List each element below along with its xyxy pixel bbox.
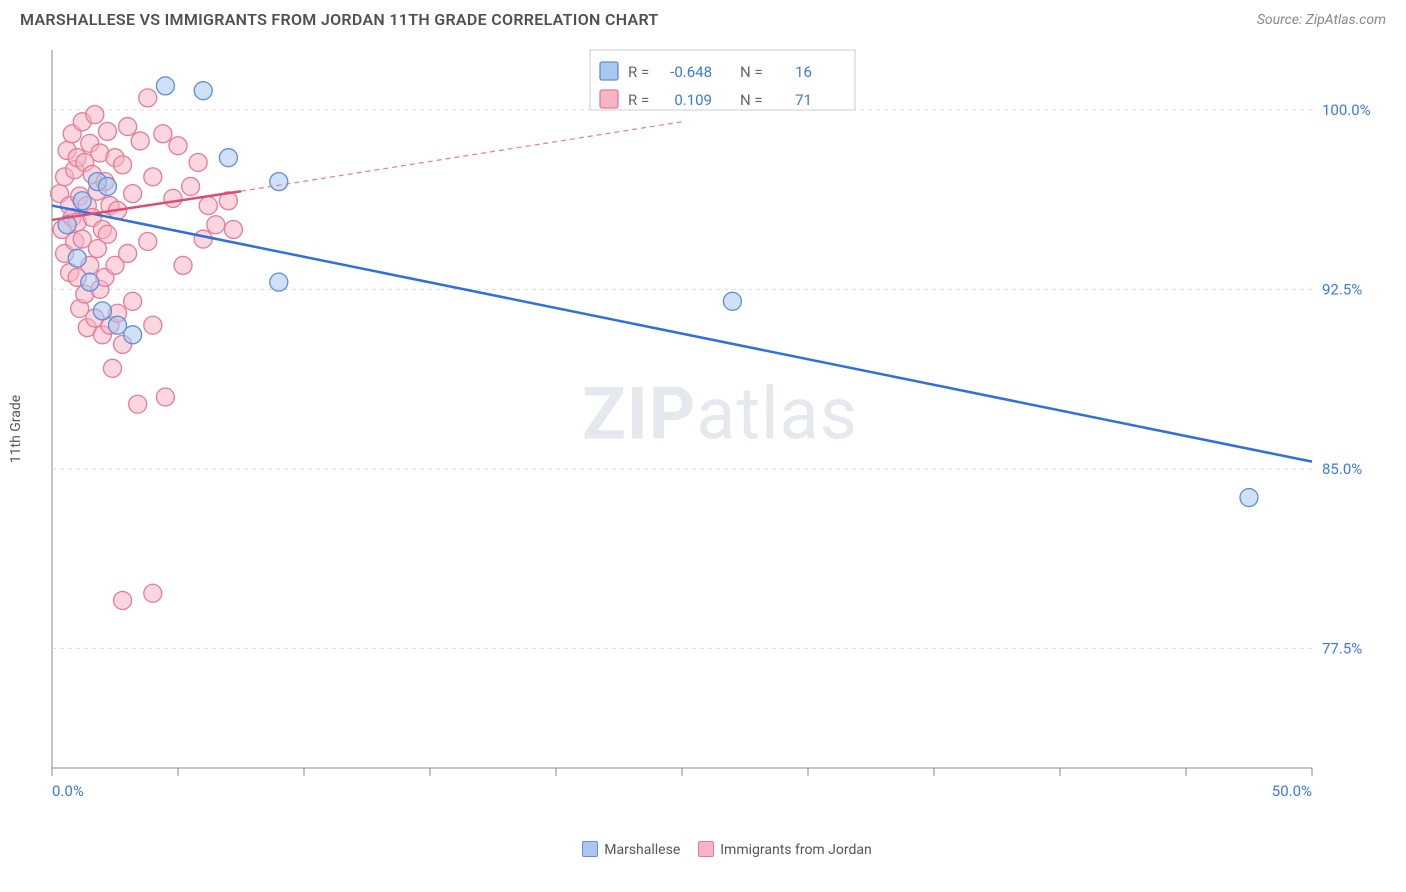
scatter-point-jordan [103, 359, 121, 377]
scatter-point-jordan [124, 185, 142, 203]
scatter-point-marshallese [93, 302, 111, 320]
y-tick-label: 92.5% [1322, 280, 1362, 298]
scatter-point-marshallese [270, 173, 288, 191]
scatter-point-jordan [144, 584, 162, 602]
scatter-point-jordan [98, 225, 116, 243]
scatter-point-jordan [86, 106, 104, 124]
scatter-point-jordan [207, 216, 225, 234]
trendline-jordan-dash [241, 122, 682, 191]
source-label: Source: ZipAtlas.com [1257, 12, 1386, 28]
legend-swatch [582, 841, 598, 857]
scatter-point-jordan [124, 292, 142, 310]
scatter-point-jordan [169, 137, 187, 155]
scatter-point-marshallese [68, 249, 86, 267]
scatter-point-marshallese [156, 77, 174, 95]
stat-swatch [600, 62, 618, 80]
scatter-point-jordan [154, 125, 172, 143]
scatter-point-marshallese [270, 273, 288, 291]
legend-label: Immigrants from Jordan [720, 842, 872, 858]
scatter-point-marshallese [219, 149, 237, 167]
scatter-point-marshallese [194, 82, 212, 100]
scatter-point-marshallese [124, 326, 142, 344]
scatter-point-jordan [131, 132, 149, 150]
scatter-point-jordan [194, 230, 212, 248]
stat-r-value: 0.109 [674, 91, 712, 109]
chart-title: MARSHALLESE VS IMMIGRANTS FROM JORDAN 11… [20, 10, 659, 29]
scatter-point-jordan [139, 232, 157, 250]
scatter-point-jordan [156, 388, 174, 406]
stat-r-value: -0.648 [670, 63, 712, 81]
stat-n-label: N = [740, 63, 763, 81]
scatter-plot: 77.5% 85.0% 92.5% 100.0% 0.0% 50.0% R = -0.648 N… [50, 44, 1390, 814]
scatter-point-jordan [114, 156, 132, 174]
stat-n-value: 71 [795, 91, 812, 109]
stat-n-label: N = [740, 91, 763, 109]
stat-r-label: R = [628, 63, 649, 81]
trendline-marshallese [52, 206, 1312, 462]
scatter-point-jordan [224, 221, 242, 239]
scatter-point-jordan [119, 244, 137, 262]
scatter-point-jordan [174, 256, 192, 274]
legend-swatch [698, 841, 714, 857]
stat-swatch [600, 90, 618, 108]
scatter-point-marshallese [98, 177, 116, 195]
y-axis-label: 11th Grade [8, 395, 24, 463]
y-tick-label: 77.5% [1322, 639, 1362, 657]
scatter-point-marshallese [1240, 489, 1258, 507]
scatter-point-marshallese [81, 273, 99, 291]
x-tick-label: 50.0% [1272, 782, 1312, 800]
scatter-point-jordan [182, 177, 200, 195]
stat-r-label: R = [628, 91, 649, 109]
scatter-point-jordan [144, 168, 162, 186]
scatter-point-jordan [139, 89, 157, 107]
bottom-legend: Marshallese Immigrants from Jordan [50, 841, 1386, 858]
stat-n-value: 16 [795, 63, 812, 81]
scatter-point-jordan [144, 316, 162, 334]
scatter-point-jordan [199, 197, 217, 215]
x-tick-label: 0.0% [52, 782, 84, 800]
scatter-point-jordan [98, 122, 116, 140]
y-tick-label: 100.0% [1322, 101, 1371, 119]
scatter-point-marshallese [73, 192, 91, 210]
scatter-point-jordan [164, 189, 182, 207]
scatter-point-jordan [114, 591, 132, 609]
scatter-point-jordan [189, 153, 207, 171]
legend-label: Marshallese [604, 842, 680, 858]
y-tick-label: 85.0% [1322, 460, 1362, 478]
scatter-point-marshallese [723, 292, 741, 310]
scatter-point-jordan [119, 118, 137, 136]
scatter-point-jordan [129, 395, 147, 413]
